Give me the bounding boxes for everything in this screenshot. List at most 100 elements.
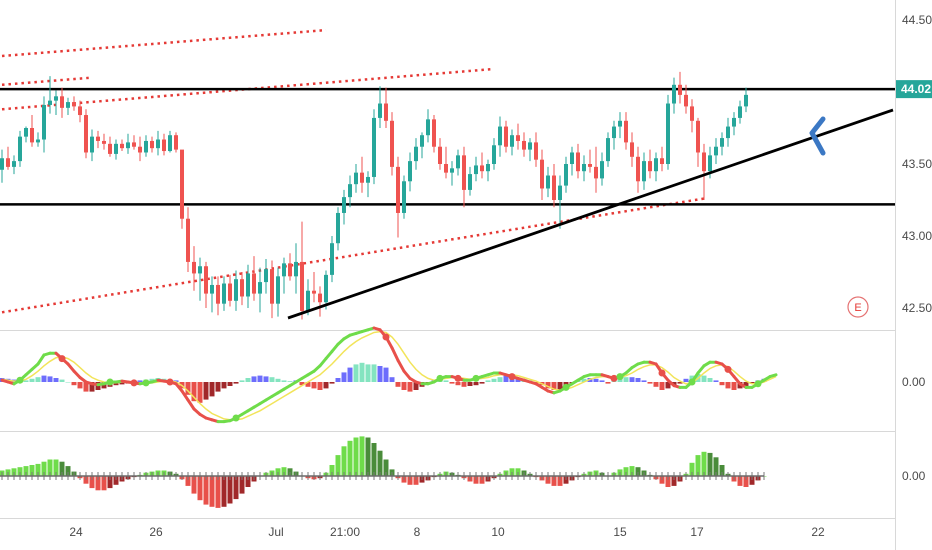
momentum-bar xyxy=(413,476,419,485)
oscillator-pane-2[interactable] xyxy=(0,436,767,508)
candle-body xyxy=(246,273,250,297)
candle-body xyxy=(360,172,364,183)
candle xyxy=(18,130,22,167)
candle-body xyxy=(144,140,148,153)
earnings-marker-icon[interactable] xyxy=(847,296,869,318)
oscillator-pane-1[interactable] xyxy=(0,326,778,424)
candle xyxy=(228,274,232,307)
fast-line-segment xyxy=(402,369,412,380)
momentum-bar xyxy=(557,476,563,486)
time-tick-label: 24 xyxy=(69,525,83,539)
candle xyxy=(666,94,670,170)
candle xyxy=(714,138,718,164)
candle-body xyxy=(402,181,406,213)
candle xyxy=(300,221,304,320)
candle-body xyxy=(228,283,232,301)
candle xyxy=(324,270,328,310)
oscillator-bar xyxy=(347,367,353,382)
momentum-bar xyxy=(107,476,113,489)
current-price-label: 44.02 xyxy=(901,82,931,96)
momentum-bar xyxy=(227,476,233,504)
candle xyxy=(684,84,688,114)
candle xyxy=(12,155,16,175)
candle-body xyxy=(732,117,736,127)
momentum-bar xyxy=(221,476,227,507)
momentum-bar xyxy=(359,436,365,476)
candle-body xyxy=(180,149,184,219)
candle-body xyxy=(36,139,40,143)
candle xyxy=(648,149,652,179)
oscillator-bar xyxy=(719,382,725,386)
candle-body xyxy=(204,266,208,294)
oscillator-bar xyxy=(89,382,95,392)
dotted-channel-line[interactable] xyxy=(1,67,495,111)
candle xyxy=(204,261,208,308)
candle-body xyxy=(510,135,514,147)
price-pane[interactable]: E xyxy=(0,28,895,320)
oscillator-bar xyxy=(239,380,245,382)
crossover-dot xyxy=(472,374,480,382)
momentum-bar xyxy=(47,459,53,476)
oscillator-bar xyxy=(659,382,665,390)
candle xyxy=(54,90,58,116)
chevron-left-icon[interactable] xyxy=(809,116,826,156)
candle-body xyxy=(186,218,190,262)
candle xyxy=(384,87,388,128)
candle-body xyxy=(222,283,226,304)
candle-body xyxy=(348,184,352,198)
candle xyxy=(144,135,148,157)
candle-body xyxy=(288,263,292,277)
crossover-dot xyxy=(754,380,762,388)
rising-trendline[interactable] xyxy=(287,108,894,320)
candle-body xyxy=(72,102,76,107)
candle xyxy=(612,120,616,150)
candle-body xyxy=(678,84,682,95)
crossover-dot xyxy=(508,373,516,381)
candle xyxy=(540,149,544,200)
oscillator-2-zero-label: 0.00 xyxy=(902,469,926,483)
time-tick-label: 10 xyxy=(491,525,505,539)
candle xyxy=(438,138,442,170)
candle xyxy=(366,171,370,198)
candle xyxy=(240,272,244,306)
candle xyxy=(30,115,34,147)
candle-body xyxy=(330,243,334,275)
momentum-bar xyxy=(185,476,191,486)
candle-body xyxy=(336,212,340,244)
dotted-channel-line[interactable] xyxy=(1,28,327,58)
candle xyxy=(630,132,634,167)
momentum-bar xyxy=(377,450,383,476)
candle xyxy=(312,272,316,303)
oscillator-bar xyxy=(269,377,275,382)
grid xyxy=(0,0,896,550)
candle-body xyxy=(660,158,664,164)
momentum-bar xyxy=(281,467,287,476)
candle xyxy=(744,87,748,113)
candle xyxy=(198,257,202,301)
candle-body xyxy=(444,164,448,173)
oscillator-bar xyxy=(443,380,449,382)
candle-body xyxy=(744,94,748,107)
oscillator-bar xyxy=(623,377,629,382)
candle xyxy=(600,152,604,186)
oscillator-bar xyxy=(683,378,689,382)
oscillator-bar xyxy=(77,382,83,389)
candle-body xyxy=(582,164,586,172)
candle xyxy=(504,120,508,153)
candle-body xyxy=(48,100,52,105)
candle xyxy=(138,136,142,162)
oscillator-bar xyxy=(383,367,389,382)
candle xyxy=(660,146,664,172)
candle-body xyxy=(66,102,70,108)
dotted-channel-line[interactable] xyxy=(1,197,705,314)
oscillator-bar xyxy=(647,382,653,384)
oscillator-bar xyxy=(71,382,77,386)
candle-body xyxy=(42,104,46,140)
oscillator-bar xyxy=(701,375,707,382)
momentum-bar xyxy=(41,461,47,476)
dotted-channel-line[interactable] xyxy=(1,76,93,87)
oscillator-bar xyxy=(365,364,371,382)
fast-line-segment xyxy=(318,357,328,368)
candle xyxy=(738,100,742,124)
candle xyxy=(678,71,682,104)
